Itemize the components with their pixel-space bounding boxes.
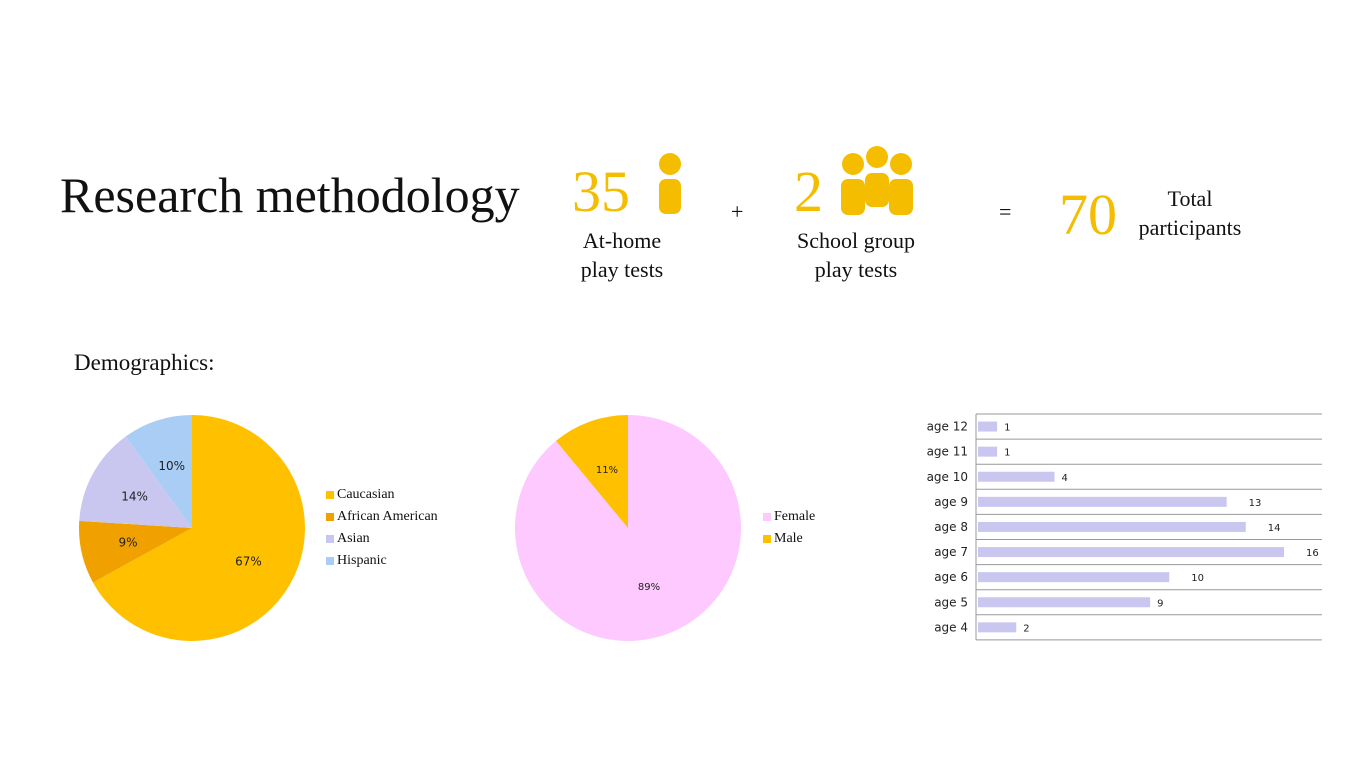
bar-value-label: 10 [1191,573,1204,584]
bar-age-8 [978,521,1246,532]
bar-category-label: age 12 [927,420,968,434]
legend-label: Asian [337,531,370,546]
bar-category-label: age 7 [934,545,968,559]
legend-entry-hispanic: Hispanic [326,550,438,572]
pie-slice-asian [79,436,192,528]
bar-age-11 [978,446,998,457]
pie-data-label-hispanic: 10% [158,459,185,473]
bar-category-label: age 4 [934,620,968,634]
bar-category-label: age 9 [934,495,968,509]
bar-value-label: 14 [1268,523,1281,534]
legend-swatch [326,557,334,565]
gender-legend: Female Male [763,506,815,550]
at-home-label-line1: At-home [582,228,662,253]
school-count: 2 [794,159,823,224]
legend-entry-female: Female [763,506,815,528]
legend-entry-caucasian: Caucasian [326,484,438,506]
bar-value-label: 1 [1004,448,1010,459]
total-count: 70 [1059,182,1117,247]
bar-age-7 [978,547,1284,558]
bar-category-label: age 6 [934,570,968,584]
ethnicity-pie-chart: 67% 9% 14% 10% [78,415,305,641]
legend-swatch [326,513,334,521]
equals-sign: = [999,199,1012,224]
legend-swatch [763,513,771,521]
bar-value-label: 9 [1157,598,1163,609]
bar-age-4 [978,622,1017,633]
legend-swatch [326,535,334,543]
legend-entry-african-american: African American [326,506,438,528]
total-label-line2: participants [1138,215,1242,240]
legend-entry-male: Male [763,528,815,550]
demographics-heading: Demographics: [74,350,215,375]
pie-data-label-female: 89% [638,582,660,593]
bar-age-6 [978,572,1170,583]
page-title: Research methodology [60,167,520,223]
age-bar-chart: age 12 1 age 11 1 age 10 4 age 9 13 age 8 14 age 7… [927,413,1322,641]
legend-label: African American [337,509,438,524]
bar-age-10 [978,471,1055,482]
pie-slice-hispanic [125,415,192,528]
at-home-label: At-home play tests [552,226,692,284]
total-label-line1: Total [1167,186,1213,211]
legend-swatch [326,491,334,499]
legend-label: Female [774,509,816,524]
bar-value-label: 4 [1062,473,1068,484]
legend-label: Caucasian [337,487,395,502]
legend-entry-asian: Asian [326,528,438,550]
bar-age-9 [978,496,1227,507]
bar-value-label: 2 [1023,623,1029,634]
person-icon [659,153,681,214]
pie-data-label-african-american: 9% [119,535,138,549]
legend-label: Hispanic [337,553,387,568]
bar-category-label: age 11 [927,445,968,459]
bar-category-label: age 10 [927,470,968,484]
total-label: Total participants [1120,184,1260,242]
pie-slice-african-american [78,520,192,583]
bar-value-label: 1 [1004,423,1010,434]
gender-pie-chart: 89% 11% [515,415,741,641]
school-label-line2: play tests [814,257,898,282]
bar-value-label: 13 [1249,498,1262,509]
ethnicity-legend: Caucasian African American Asian Hispanic [326,484,438,572]
bar-category-label: age 5 [934,595,968,609]
school-label: School group play tests [776,226,936,284]
bar-value-label: 16 [1306,548,1319,559]
pie-data-label-male: 11% [596,465,618,476]
at-home-label-line2: play tests [580,257,664,282]
plus-sign: + [731,199,744,224]
pie-slice-male [555,415,628,528]
bar-age-5 [978,597,1151,608]
pie-slice-caucasian [92,415,305,641]
school-label-line1: School group [797,228,915,253]
bar-age-12 [978,421,998,432]
at-home-count: 35 [572,159,630,224]
pie-data-label-caucasian: 67% [235,555,262,569]
legend-label: Male [774,531,803,546]
pie-data-label-asian: 14% [121,490,148,504]
legend-swatch [763,535,771,543]
group-icon [841,146,913,215]
bar-category-label: age 8 [934,520,968,534]
